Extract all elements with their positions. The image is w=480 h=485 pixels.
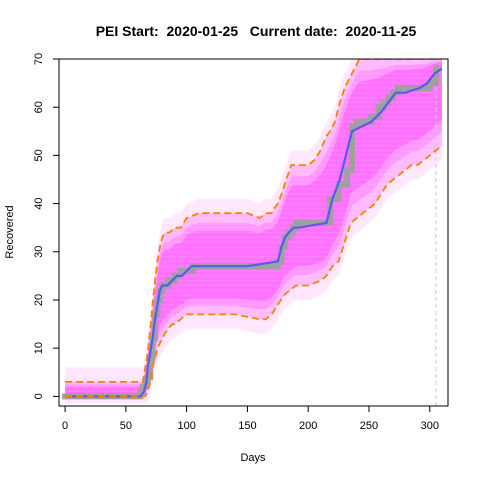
observed-point xyxy=(331,195,338,202)
observed-point xyxy=(400,84,407,91)
observed-point xyxy=(344,166,351,173)
y-tick-label: 10 xyxy=(33,342,45,354)
axes-layer: 0 50 100 150 200 250 300 0 10 20 30 40 50 60 70 xyxy=(33,53,449,432)
observed-point xyxy=(142,378,149,385)
observed-point xyxy=(177,268,184,275)
plot-frame xyxy=(58,58,449,407)
y-tick-label: 20 xyxy=(33,294,45,306)
observed-point xyxy=(385,94,392,101)
observed-point xyxy=(165,277,172,284)
x-tick-label: 0 xyxy=(62,420,68,432)
observed-point xyxy=(426,80,433,87)
observed-point xyxy=(348,123,355,130)
x-tick-label: 150 xyxy=(238,420,256,432)
chart-title: PEI Start: 2020-01-25 Current date: 2020… xyxy=(96,23,417,39)
observed-point xyxy=(380,99,387,106)
observed-point xyxy=(421,84,428,91)
observed-point xyxy=(432,65,439,72)
observed-point xyxy=(353,118,360,125)
observed-point xyxy=(293,219,300,226)
y-tick-label: 30 xyxy=(33,246,45,258)
x-axis-label: Days xyxy=(240,452,266,464)
observed-point xyxy=(327,195,334,202)
observed-point xyxy=(390,89,397,96)
observed-point xyxy=(361,118,368,125)
observed-point xyxy=(368,113,375,120)
x-tick-label: 300 xyxy=(421,420,439,432)
median-series xyxy=(65,67,443,398)
y-tick-label: 60 xyxy=(33,101,45,113)
y-tick-label: 0 xyxy=(33,393,45,399)
x-tick-label: 50 xyxy=(120,420,132,432)
observed-point xyxy=(171,272,178,279)
x-tick-label: 250 xyxy=(360,420,378,432)
observed-point xyxy=(395,84,402,91)
y-tick-label: 40 xyxy=(33,197,45,209)
observed-point xyxy=(339,181,346,188)
y-axis-label: Recovered xyxy=(4,205,16,258)
y-tick-label: 50 xyxy=(33,149,45,161)
series-layer xyxy=(62,59,443,406)
upper-bound-series xyxy=(65,59,442,383)
y-tick-label: 70 xyxy=(33,53,45,65)
x-tick-label: 200 xyxy=(299,420,317,432)
observed-point xyxy=(268,263,275,270)
observed-point xyxy=(139,383,146,390)
x-tick-label: 100 xyxy=(177,420,195,432)
observed-point xyxy=(375,104,382,111)
observed-point xyxy=(62,393,69,400)
observed-point xyxy=(137,388,144,395)
